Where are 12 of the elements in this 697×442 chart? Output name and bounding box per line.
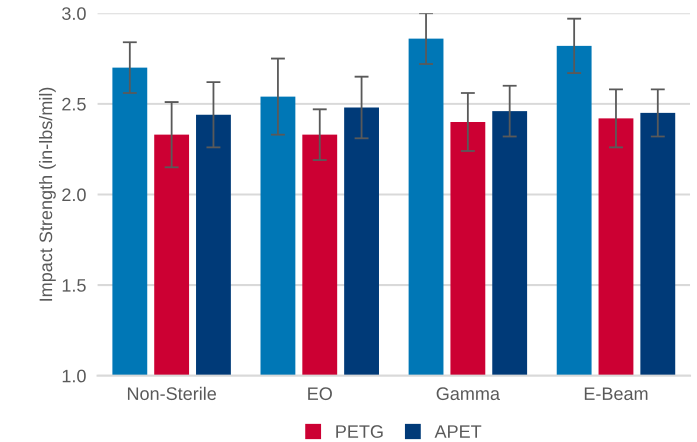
y-tick-label: 3.0 [62, 7, 86, 20]
y-tick-label: 2.5 [62, 98, 86, 111]
y-tick-label: 2.0 [62, 188, 86, 202]
x-tick-label: EO [308, 387, 332, 400]
y-tick-label: 1.0 [62, 370, 86, 382]
x-tick-label: Gamma [436, 387, 500, 400]
y-axis-title: Impact Strength (in-lbs/mil) [38, 88, 56, 301]
legend-label: PETG [336, 425, 383, 438]
y-tick-label: 1.5 [62, 279, 86, 292]
legend-label: APET [434, 425, 482, 438]
x-tick-label: E-Beam [584, 387, 648, 400]
x-tick-label: Non-Sterile [128, 386, 216, 400]
